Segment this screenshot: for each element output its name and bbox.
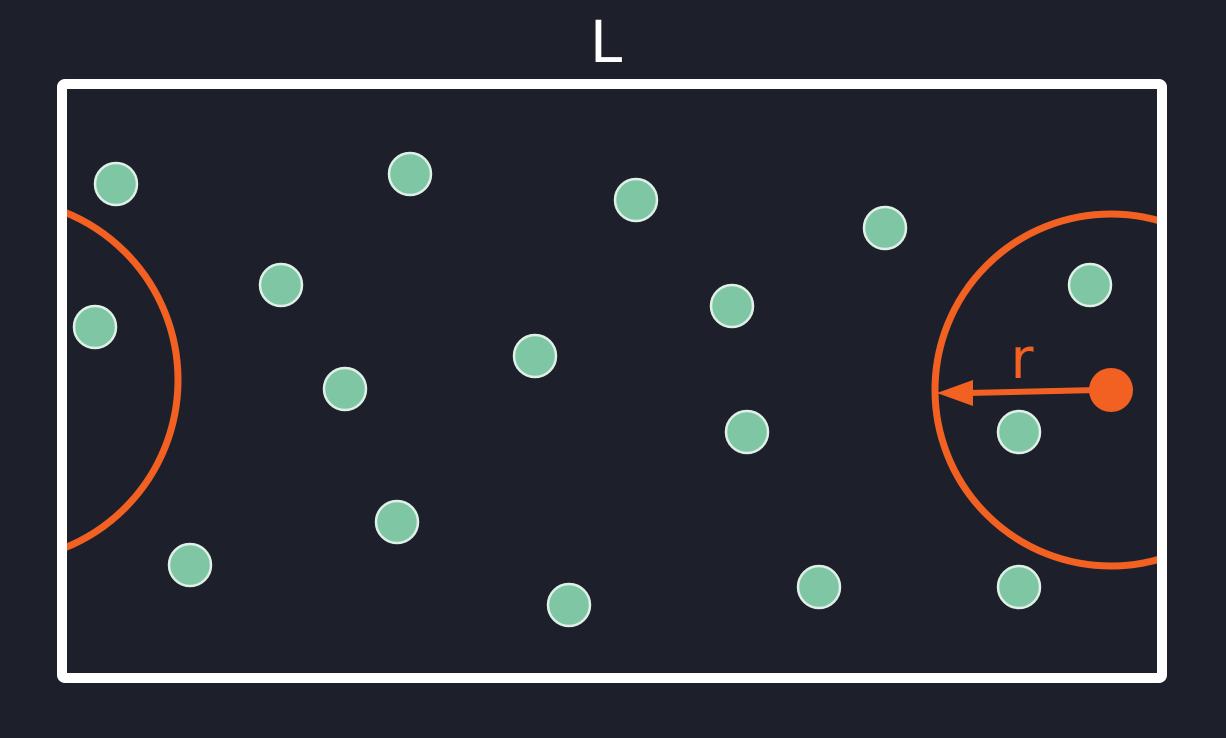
particle [322,366,368,412]
radius-arrow-line [967,387,1099,396]
particle [72,304,118,350]
particle [387,151,433,197]
particle [862,205,908,251]
particle [796,564,842,610]
cutoff-circle-periodic-image [62,207,182,553]
particle [724,409,770,455]
central-particle [1089,368,1133,412]
particle [258,262,304,308]
radius-label: r [1010,327,1034,392]
particle [613,177,659,223]
particle [512,333,558,379]
particle [167,542,213,588]
particle [546,582,592,628]
cutoff-circle [931,210,1162,570]
cutoff-circles [62,207,1162,570]
particle [996,564,1042,610]
particle [93,161,139,207]
particle [374,499,420,545]
particles [72,151,1113,628]
particle [996,409,1042,455]
particle [709,283,755,329]
radius-arrow-head [937,380,973,406]
length-label: L [590,8,622,76]
simulation-box [57,79,1167,683]
particle [1067,262,1113,308]
